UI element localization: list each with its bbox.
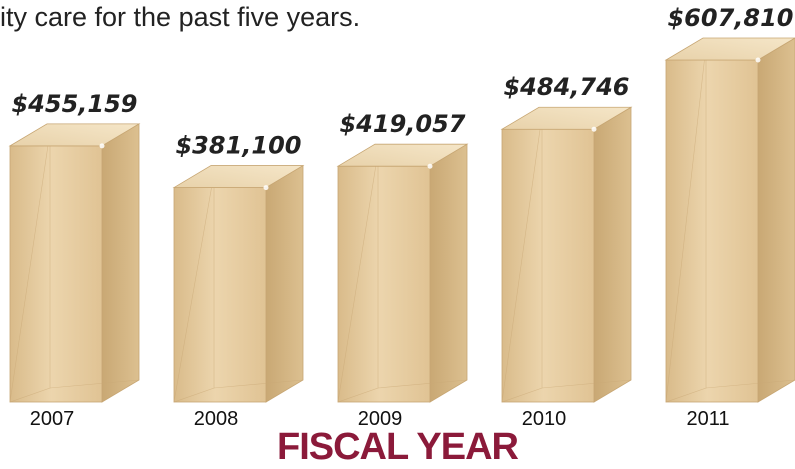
bar-inner-edge [705, 379, 795, 389]
bar-side [101, 123, 140, 403]
bar-front [665, 59, 759, 403]
x-tick-label: 2009 [358, 408, 403, 430]
bar-top [664, 37, 795, 61]
bar-2009: $419,057 2009 [336, 110, 469, 430]
data-label: $419,057 [339, 110, 465, 138]
bar-inner-edge [213, 379, 304, 389]
bar-highlight [755, 57, 761, 63]
bar-inner-edge [377, 379, 468, 389]
bar-highlight [99, 143, 105, 149]
bar-inner-edge [49, 379, 140, 389]
bar-2011: $607,810 2011 [664, 4, 795, 430]
bar-highlight [427, 163, 433, 169]
bar-front [501, 128, 595, 403]
bar-side [593, 106, 632, 403]
bar-inner-edge [665, 45, 707, 403]
bar-2010: $484,746 2010 [500, 73, 633, 430]
caption-text: ity care for the past five years. [0, 2, 361, 32]
x-tick-label: 2007 [30, 408, 75, 430]
bar-front [337, 165, 431, 403]
bar-inner-edge [337, 152, 379, 403]
bar-side [265, 164, 304, 403]
bar-inner-edge [501, 115, 543, 403]
bar-highlight [591, 126, 597, 132]
bar-inner-edge [9, 131, 51, 403]
x-axis-title: FISCAL YEAR [277, 426, 519, 468]
bar-2007: $455,159 2007 [8, 90, 141, 430]
data-label: $455,159 [11, 90, 137, 118]
bar-2008: $381,100 2008 [172, 132, 305, 430]
x-tick-label: 2011 [686, 408, 729, 430]
data-label: $484,746 [503, 73, 629, 101]
data-label: $381,100 [175, 132, 301, 160]
x-tick-label: 2008 [194, 408, 239, 430]
bar-top [336, 143, 469, 167]
bar-highlight [263, 185, 269, 191]
x-tick-label: 2010 [522, 408, 567, 430]
bar-top [172, 165, 305, 188]
bar-front [9, 145, 103, 403]
data-label: $607,810 [667, 4, 793, 32]
bar-front [173, 187, 267, 403]
bar-inner-edge [541, 379, 632, 389]
bar-side [757, 37, 795, 403]
bar-inner-edge [173, 173, 215, 403]
bar-side [429, 143, 468, 403]
bar-top [500, 106, 633, 130]
bar-top [8, 123, 141, 147]
